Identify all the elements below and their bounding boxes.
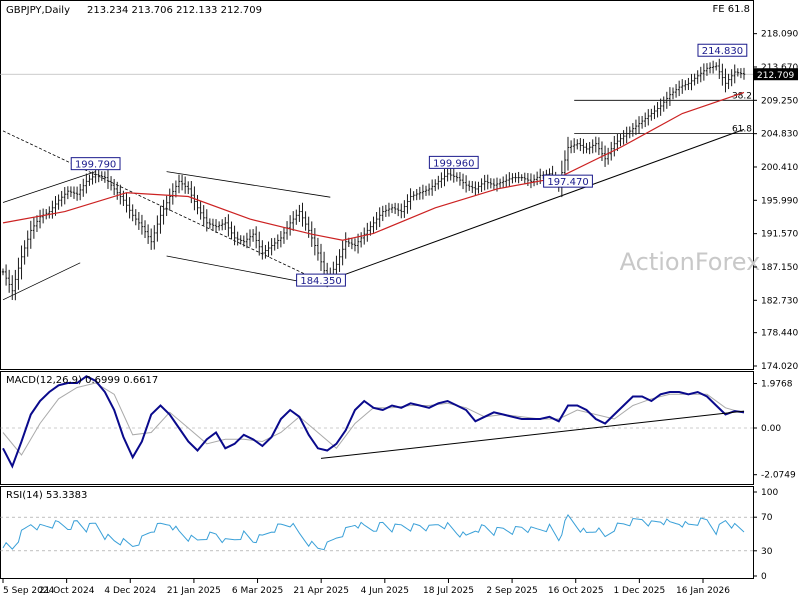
x-tick-label: 4 Jun 2025 [361,586,409,596]
fib-label: 38.2 [732,91,752,101]
x-tick-label: 18 Jul 2025 [423,586,474,596]
annotation-box [428,155,479,169]
macd-layer [0,375,753,469]
channel-line [166,171,331,198]
channel-line [166,255,322,286]
price-y-tick-label: 195.990 [761,196,798,206]
last-price-badge [754,68,798,81]
macd-y-tick-label: 0.00 [761,424,781,434]
x-tick-label: 21 Jan 2025 [167,586,221,596]
annotation-label: 197.470 [547,177,588,188]
macd-line [2,375,745,469]
channel-line [2,130,322,283]
price-y-tick-label: 187.150 [761,263,798,273]
price-panel [0,0,754,370]
price-y-tick-label: 182.730 [761,296,798,306]
rsi-title: RSI(14) 53.3383 [6,490,87,501]
annotation-label: 199.960 [433,158,474,169]
price-y-tick-label: 200.410 [761,163,798,173]
x-tick-label: 5 Sep 2024 [3,586,55,596]
ohlc-label: 213.234 213.706 212.133 212.709 [87,5,262,16]
rsi-panel [0,486,754,579]
annotation-box [697,43,748,57]
annotation-label: 199.790 [75,160,116,171]
annotation-box [296,273,346,287]
annotation-box [70,157,121,171]
rsi-line [2,513,745,551]
x-tick-label: 6 Mar 2025 [232,586,283,596]
price-trendline [320,128,745,284]
symbol-label: GBPJPY,Daily [6,5,70,16]
price-y-tick-label: 218.090 [761,30,798,40]
price-y-tick-label: 209.250 [761,96,798,106]
x-tick-label: 16 Oct 2025 [548,586,604,596]
annotation-box [543,174,593,188]
price-y-tick-label: 191.570 [761,230,798,240]
rsi-y-tick-label: 30 [761,547,773,557]
x-tick-label: 4 Dec 2024 [104,586,156,596]
x-tick-label: 21 Oct 2024 [39,586,95,596]
macd-y-tick-label: -2.0749 [761,471,796,481]
channel-line [2,262,81,301]
rsi-y-tick-label: 100 [761,488,778,498]
price-layer: 38.261.8199.790184.350199.960197.470214.… [0,43,753,301]
price-y-tick-label: 174.020 [761,362,798,372]
rsi-y-tick-label: 0 [761,572,767,582]
watermark: ActionForex [620,248,761,276]
channel-line [2,171,96,203]
fe-label: FE 61.8 [712,4,750,15]
macd-trendline [320,410,745,459]
rsi-layer [0,513,753,552]
rsi-y-tick-label: 70 [761,513,773,523]
price-y-tick-label: 213.670 [761,63,798,73]
last-price-label: 212.709 [757,71,794,81]
x-tick-label: 2 Sep 2025 [486,586,537,596]
macd-title: MACD(12,26,9) 0.6999 0.6617 [6,375,158,386]
x-tick-label: 21 Apr 2025 [293,586,349,596]
macd-panel [0,371,754,485]
axis-layer: 218.090 213.670 209.250 204.830 200.410 195.9… [2,30,798,596]
x-tick-label: 16 Jan 2026 [676,586,730,596]
price-y-tick-label: 204.830 [761,130,798,140]
moving-average-line [2,91,745,241]
macd-y-tick-label: 1.9768 [761,380,793,390]
annotation-label: 184.350 [300,276,341,287]
price-y-tick-label: 178.440 [761,329,798,339]
annotation-label: 214.830 [702,46,743,57]
x-tick-label: 1 Dec 2025 [613,586,665,596]
